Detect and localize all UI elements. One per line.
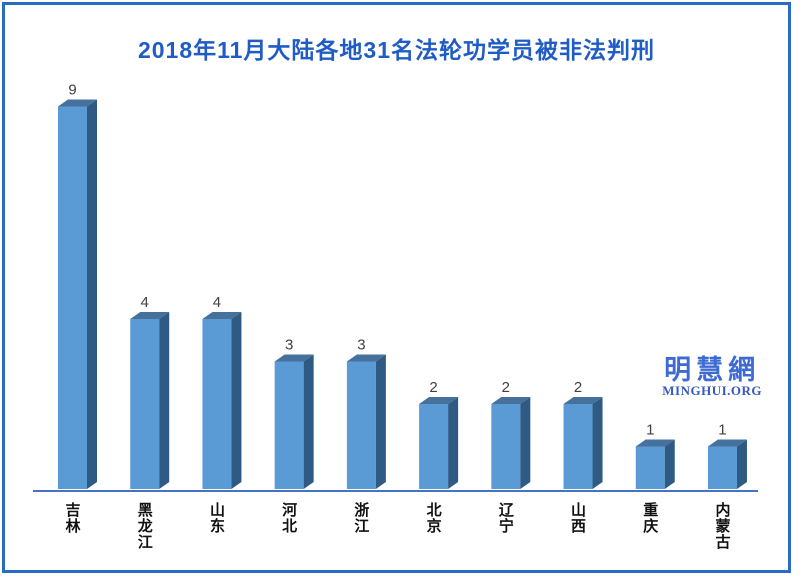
- bar-front-face: [58, 106, 87, 489]
- category-label: 辽宁: [496, 502, 514, 534]
- bar-front-face: [202, 319, 232, 489]
- minghui-logo-cjk: 明慧網: [664, 355, 761, 385]
- bar-top-face: [58, 99, 97, 107]
- bar-top-face: [635, 439, 675, 447]
- bar-top-face: [563, 397, 603, 404]
- bar-top-face: [419, 397, 459, 404]
- bar-side-face: [448, 397, 459, 489]
- bar-value-label: 9: [68, 82, 76, 99]
- bar-front-face: [274, 361, 304, 489]
- bar-top-face: [274, 354, 314, 362]
- category-label: 吉林: [63, 502, 81, 534]
- bar-top-face: [202, 312, 242, 319]
- bar-front-face: [491, 404, 521, 489]
- bar-side-face: [664, 439, 675, 489]
- bar: 1: [707, 422, 747, 489]
- bar-value-label: 1: [646, 422, 654, 439]
- bar-value-label: 2: [574, 379, 582, 396]
- bars-canvas: 9 4 4 3 3 2 2 2 1 1: [33, 82, 758, 492]
- category-label: 内蒙古: [713, 502, 731, 550]
- bar-side-face: [159, 312, 170, 489]
- bar-value-label: 1: [718, 422, 726, 439]
- bar-front-face: [707, 446, 737, 489]
- category-label: 北京: [424, 502, 442, 534]
- bar-side-face: [736, 439, 747, 489]
- bar-side-face: [375, 354, 386, 489]
- bar-front-face: [563, 404, 593, 489]
- bar: 3: [274, 337, 314, 489]
- bar-top-face: [491, 397, 531, 404]
- bar-value-label: 4: [213, 294, 221, 311]
- chart-plot-area: 9 4 4 3 3 2 2 2 1 1: [5, 5, 788, 570]
- bar: 2: [563, 379, 603, 489]
- chart-frame: 2018年11月大陆各地31名法轮功学员被非法判刑 9 4 4 3 3 2 2 2 1 1 吉林 黑…: [2, 2, 791, 573]
- bar-side-face: [87, 99, 97, 489]
- category-label: 黑龙江: [135, 502, 153, 550]
- bar-value-label: 3: [285, 337, 293, 354]
- bar-value-label: 4: [141, 294, 149, 311]
- category-label: 山东: [207, 502, 225, 534]
- bar: 2: [491, 379, 531, 489]
- bar-side-face: [520, 397, 531, 489]
- bar-top-face: [346, 354, 386, 362]
- bar-side-face: [592, 397, 603, 489]
- bar-value-label: 2: [429, 379, 437, 396]
- bar-front-face: [635, 446, 665, 489]
- bar-value-label: 2: [502, 379, 510, 396]
- chart-title: 2018年11月大陆各地31名法轮功学员被非法判刑: [137, 37, 656, 63]
- bar: 1: [635, 422, 675, 489]
- bar-value-label: 3: [357, 337, 365, 354]
- bar-top-face: [130, 312, 170, 319]
- bar-side-face: [303, 354, 314, 489]
- bar: 3: [346, 337, 386, 489]
- category-label: 重庆: [641, 502, 659, 534]
- category-label: 浙江: [352, 502, 370, 534]
- bar: 9: [58, 82, 97, 489]
- bar-front-face: [346, 361, 376, 489]
- bar: 2: [419, 379, 459, 489]
- bar-top-face: [707, 439, 747, 447]
- bar: 4: [130, 294, 170, 489]
- bar-front-face: [130, 319, 160, 489]
- bar: 4: [202, 294, 242, 489]
- category-label: 河北: [280, 502, 298, 534]
- minghui-watermark: 明慧網 MINGHUI.ORG: [662, 356, 762, 398]
- minghui-logo-latin: MINGHUI.ORG: [662, 383, 762, 399]
- bar-side-face: [231, 312, 242, 489]
- bar-front-face: [419, 404, 449, 489]
- category-label: 山西: [569, 502, 587, 534]
